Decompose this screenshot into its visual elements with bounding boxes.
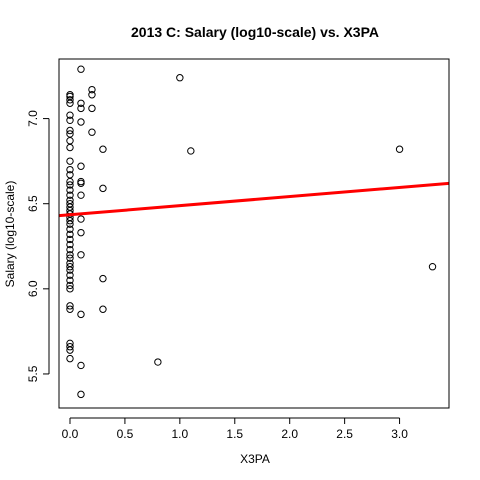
- data-point: [66, 99, 74, 107]
- data-point: [88, 104, 96, 113]
- data-point: [66, 281, 74, 290]
- data-point: [66, 251, 74, 259]
- data-point: [66, 276, 74, 285]
- data-point: [99, 184, 107, 193]
- data-point: [66, 186, 74, 194]
- data-point: [66, 266, 74, 274]
- data-point: [66, 181, 74, 189]
- data-point: [77, 118, 85, 126]
- data-point: [66, 126, 74, 135]
- data-point: [66, 240, 74, 249]
- data-point: [66, 225, 74, 233]
- data-point: [66, 354, 74, 363]
- data-point: [77, 215, 85, 223]
- data-point: [66, 245, 74, 254]
- y-tick-label: 7.0: [26, 110, 40, 127]
- data-point: [66, 217, 74, 225]
- data-point: [77, 310, 85, 319]
- y-axis-title: Salary (log10-scale): [3, 181, 17, 288]
- data-point: [66, 191, 74, 199]
- data-point: [66, 111, 74, 119]
- data-point: [66, 96, 74, 104]
- data-point: [77, 99, 85, 107]
- data-point: [187, 147, 195, 155]
- y-axis: 5.5 6.0 6.5 7.0: [26, 110, 50, 382]
- chart-title: 2013 C: Salary (log10-scale) vs. X3PA: [131, 24, 379, 40]
- data-point: [66, 230, 74, 239]
- data-point: [176, 74, 184, 82]
- data-point: [66, 346, 74, 354]
- data-point: [66, 254, 74, 262]
- data-point: [88, 128, 96, 136]
- data-point: [77, 65, 85, 73]
- data-point: [77, 251, 85, 259]
- data-point: [66, 116, 74, 124]
- x-tick-label: 0.0: [62, 427, 79, 441]
- data-point: [77, 228, 85, 237]
- data-point: [66, 177, 74, 186]
- data-point: [154, 358, 162, 366]
- data-point: [88, 85, 96, 94]
- data-point: [77, 191, 85, 199]
- y-tick-label: 6.5: [26, 195, 40, 212]
- data-point: [77, 104, 85, 113]
- data-point: [428, 262, 437, 271]
- data-point: [66, 165, 74, 174]
- data-point: [99, 145, 107, 153]
- y-tick-label: 6.0: [26, 280, 40, 297]
- x-tick-label: 2.0: [281, 427, 298, 441]
- data-point: [99, 305, 107, 313]
- regression-line: [59, 181, 449, 218]
- plot-area: [59, 65, 449, 399]
- x-axis: 0.0 0.5 1.0 1.5 2.0 2.5 3.0: [62, 417, 408, 441]
- x-tick-label: 2.5: [336, 427, 353, 441]
- x-tick-label: 0.5: [117, 427, 134, 441]
- data-point: [66, 262, 74, 271]
- data-point: [66, 220, 74, 228]
- data-point: [99, 274, 107, 283]
- data-point: [66, 343, 74, 351]
- x-tick-label: 3.0: [391, 427, 408, 441]
- data-point: [66, 157, 74, 165]
- plot-frame: [58, 58, 450, 409]
- data-point: [66, 271, 74, 279]
- data-point: [77, 179, 85, 187]
- x-tick-label: 1.0: [172, 427, 189, 441]
- data-point: [88, 91, 96, 99]
- data-point: [66, 143, 74, 152]
- data-point: [77, 162, 85, 170]
- data-point: [66, 285, 74, 293]
- data-point: [77, 390, 85, 399]
- data-point: [66, 235, 74, 244]
- data-point: [395, 145, 404, 153]
- data-point: [66, 302, 74, 310]
- data-point: [77, 361, 85, 370]
- x-tick-label: 1.5: [226, 427, 243, 441]
- data-point: [66, 305, 74, 313]
- x-axis-title: X3PA: [240, 452, 270, 466]
- y-tick-label: 5.5: [26, 365, 40, 382]
